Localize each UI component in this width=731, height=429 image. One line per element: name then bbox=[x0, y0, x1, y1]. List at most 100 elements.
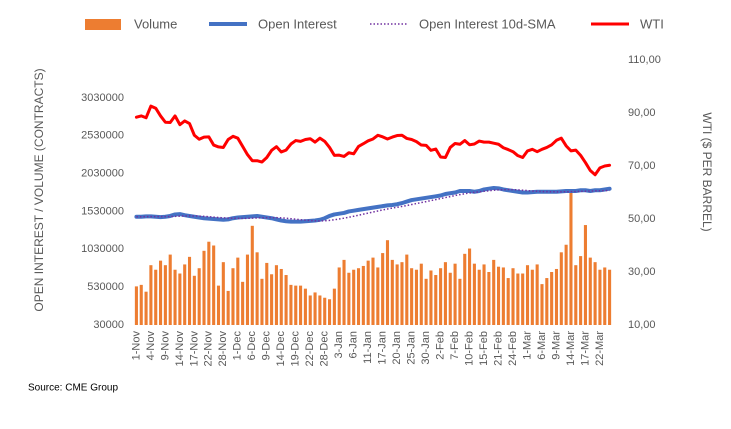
bar bbox=[299, 285, 303, 325]
bar bbox=[525, 265, 530, 325]
y-tick-label: 2530000 bbox=[81, 130, 124, 142]
bar bbox=[265, 262, 269, 325]
bar bbox=[197, 268, 201, 325]
bar bbox=[579, 256, 583, 325]
y2-tick-label: 90,00 bbox=[628, 107, 656, 119]
bar bbox=[448, 272, 452, 325]
y2-tick-label: 10,00 bbox=[628, 319, 656, 331]
bar bbox=[139, 284, 143, 325]
y-tick-label: 1530000 bbox=[81, 205, 124, 217]
bar bbox=[559, 252, 563, 325]
bar bbox=[540, 284, 544, 325]
bar bbox=[216, 285, 221, 325]
bar bbox=[356, 268, 361, 325]
bar bbox=[521, 273, 525, 325]
bar bbox=[178, 273, 182, 325]
bar bbox=[270, 274, 274, 325]
x-tick-label: 14-Dec bbox=[275, 331, 287, 367]
bar bbox=[212, 245, 216, 325]
bar bbox=[482, 264, 486, 325]
x-tick-label: 15-Feb bbox=[478, 331, 490, 366]
bar bbox=[323, 297, 327, 325]
bar bbox=[149, 265, 153, 325]
bar bbox=[381, 253, 385, 325]
bar bbox=[516, 273, 520, 325]
bar bbox=[332, 288, 336, 325]
x-tick-label: 7-Feb bbox=[449, 331, 461, 360]
bar bbox=[134, 286, 138, 325]
bar bbox=[535, 264, 539, 325]
bar bbox=[303, 288, 307, 325]
bar bbox=[550, 272, 554, 325]
legend: Volume Open Interest Open Interest 10d-SMA… bbox=[85, 16, 664, 31]
bar bbox=[434, 275, 438, 325]
y2-tick-label: 50,00 bbox=[628, 213, 656, 225]
x-tick-label: 10-Feb bbox=[463, 331, 475, 366]
bar bbox=[183, 264, 187, 325]
x-tick-label: 17-Mar bbox=[579, 331, 591, 366]
bar bbox=[395, 264, 399, 325]
bar bbox=[574, 265, 578, 325]
bar bbox=[187, 256, 192, 325]
bar bbox=[390, 259, 394, 325]
bar bbox=[328, 299, 332, 325]
bar bbox=[511, 268, 515, 325]
bar bbox=[163, 265, 167, 325]
bar bbox=[221, 262, 225, 325]
bar bbox=[376, 267, 380, 325]
y-tick-label: 2030000 bbox=[81, 167, 124, 179]
bar bbox=[598, 269, 602, 325]
bar bbox=[588, 257, 592, 325]
x-tick-label: 28-Nov bbox=[217, 331, 229, 367]
x-tick-label: 28-Dec bbox=[319, 331, 331, 367]
bar bbox=[554, 268, 559, 325]
x-tick-label: 4-Nov bbox=[145, 331, 157, 361]
bar bbox=[443, 262, 447, 325]
x-tick-label: 14-Nov bbox=[174, 331, 186, 367]
bar bbox=[439, 268, 443, 325]
x-tick-label: 17-Jan bbox=[377, 331, 389, 365]
bar bbox=[245, 254, 250, 325]
bar bbox=[414, 269, 418, 325]
x-tick-label: 9-Nov bbox=[159, 331, 171, 361]
bar bbox=[231, 268, 235, 325]
bar bbox=[429, 270, 433, 325]
bar bbox=[385, 240, 390, 325]
bar bbox=[241, 281, 245, 325]
bar bbox=[419, 263, 423, 325]
bar bbox=[501, 267, 505, 325]
x-tick-label: 1-Dec bbox=[232, 331, 244, 361]
x-tick-label: 21-Feb bbox=[492, 331, 504, 366]
x-tick-label: 6-Jan bbox=[348, 331, 360, 359]
y-axis-title: OPEN INTEREST / VOLUME (CONTRACTS) bbox=[32, 68, 46, 311]
bar bbox=[487, 272, 491, 325]
bar bbox=[159, 260, 163, 325]
bar bbox=[608, 269, 612, 325]
x-tick-label: 3-Jan bbox=[333, 331, 345, 359]
bar bbox=[530, 269, 534, 325]
x-tick-label: 1-Mar bbox=[521, 331, 533, 360]
bar bbox=[564, 244, 568, 325]
bar bbox=[371, 257, 375, 325]
bar bbox=[202, 250, 206, 325]
bar bbox=[274, 265, 278, 325]
bar bbox=[294, 285, 298, 325]
x-tick-label: 24-Feb bbox=[507, 331, 519, 366]
bar bbox=[593, 262, 597, 325]
bar bbox=[168, 254, 172, 325]
y2-tick-label: 110,00 bbox=[628, 54, 661, 66]
legend-label: WTI bbox=[640, 16, 664, 31]
bar bbox=[583, 225, 587, 325]
legend-swatch bbox=[85, 19, 121, 30]
x-tick-label: 2-Feb bbox=[435, 331, 447, 360]
bar bbox=[226, 290, 230, 325]
y-tick-label: 1030000 bbox=[81, 243, 124, 255]
bar bbox=[492, 259, 496, 325]
x-tick-label: 6-Dec bbox=[246, 331, 258, 361]
legend-label: Volume bbox=[134, 16, 177, 31]
y-tick-label: 530000 bbox=[87, 281, 124, 293]
x-tick-label: 19-Dec bbox=[290, 331, 302, 367]
bar bbox=[284, 275, 288, 325]
bar bbox=[342, 259, 346, 325]
